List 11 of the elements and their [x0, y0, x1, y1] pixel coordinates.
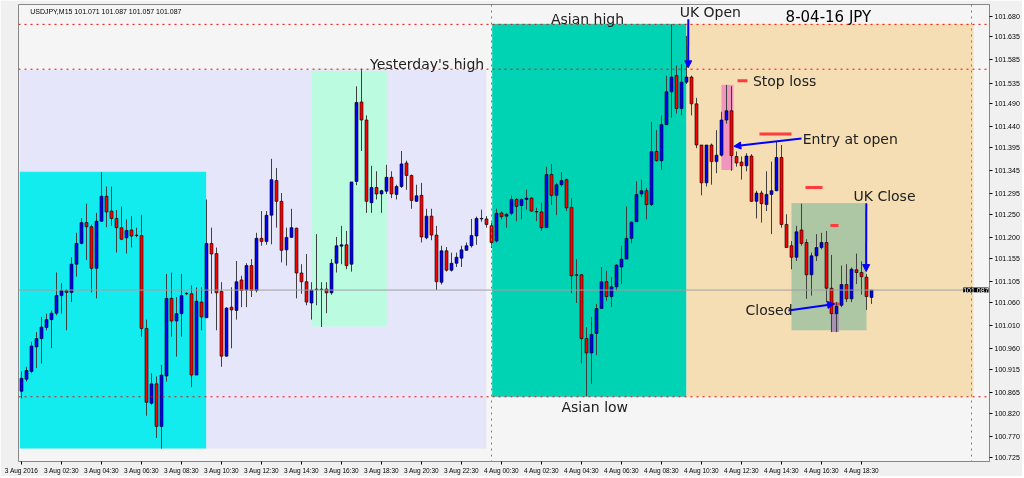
candlestick	[314, 233, 319, 306]
annotation: Asian high	[550, 11, 625, 28]
annotation: UK Close	[853, 188, 916, 205]
chart-title: 8-04-16 JPY	[785, 7, 873, 26]
annotation: Closed	[745, 302, 793, 319]
candlestick	[319, 281, 324, 328]
annotation: UK Open	[679, 4, 741, 21]
annotation: Yesterday's high	[369, 56, 485, 73]
annotation: Entry at open	[802, 130, 898, 147]
annotation: Asian low	[561, 399, 629, 416]
annotation: Stop loss	[752, 72, 817, 89]
